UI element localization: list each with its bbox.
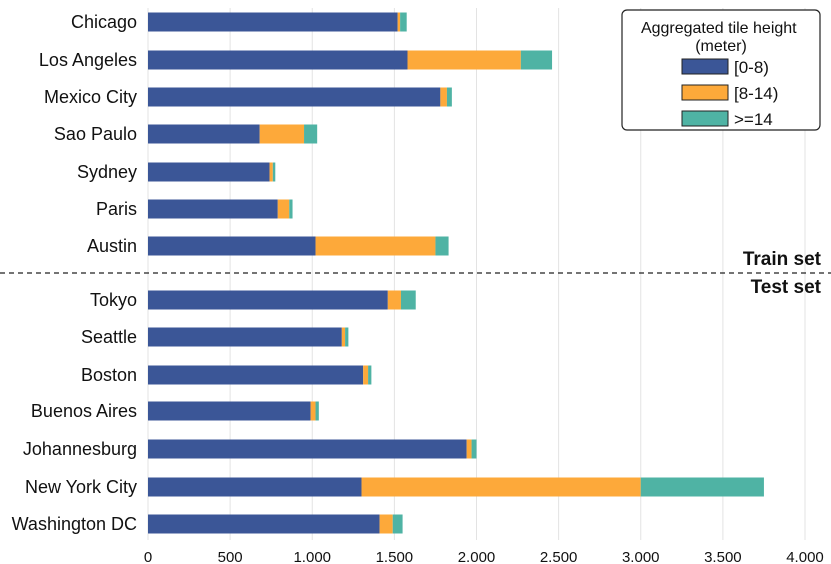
bar-seattle-14 [345,327,349,347]
category-label-austin: Austin [87,236,137,256]
bar-tokyo-14 [400,290,416,310]
x-tick-label: 3.000 [622,549,660,564]
bars [148,12,764,534]
x-tick-label: 1.000 [293,549,331,564]
bar-tokyo-8-14 [387,290,401,310]
bar-buenos-aires-8-14 [310,401,316,421]
bar-sao-paulo-8-14 [259,124,305,144]
category-label-johannesburg: Johannesburg [23,439,137,459]
legend-swatch-8-14 [681,84,729,101]
bar-paris-0-8 [148,199,278,219]
bar-mexico-city-14 [446,87,452,107]
category-label-sao-paulo: Sao Paulo [54,124,137,144]
x-tick-label: 500 [218,549,243,564]
bar-austin-0-8 [148,236,316,256]
legend-title: Aggregated tile height (meter) [641,20,801,55]
x-tick-label: 3.500 [704,549,742,564]
bar-chicago-8-14 [397,12,401,32]
category-label-chicago: Chicago [71,12,137,32]
bar-chicago-14 [400,12,407,32]
category-label-buenos-aires: Buenos Aires [31,401,137,421]
legend-swatch-14 [681,110,729,127]
legend: Aggregated tile height (meter) [0-8) [8-1… [621,9,821,131]
category-label-mexico-city: Mexico City [44,87,137,107]
category-label-los-angeles: Los Angeles [39,50,137,70]
legend-label-0-8: [0-8) [734,58,769,77]
bar-new-york-city-8-14 [361,477,641,497]
bar-washington-dc-0-8 [148,514,380,534]
bar-sao-paulo-0-8 [148,124,260,144]
bar-new-york-city-0-8 [148,477,362,497]
category-label-new-york-city: New York City [25,477,137,497]
test-set-label: Test set [751,277,822,298]
bar-washington-dc-14 [392,514,403,534]
bar-new-york-city-14 [640,477,764,497]
bar-los-angeles-0-8 [148,50,408,70]
category-label-washington-dc: Washington DC [12,514,137,534]
category-label-seattle: Seattle [81,327,137,347]
bar-boston-8-14 [363,365,369,385]
category-label-sydney: Sydney [77,162,137,182]
bar-sao-paulo-14 [304,124,318,144]
legend-swatch-0-8 [681,58,729,75]
x-tick-label: 2.500 [540,549,578,564]
train-set-label: Train set [743,249,822,270]
legend-title-line-2: (meter) [695,38,747,55]
bar-los-angeles-14 [520,50,553,70]
bar-boston-0-8 [148,365,364,385]
bar-mexico-city-0-8 [148,87,441,107]
bar-chicago-0-8 [148,12,398,32]
bar-johannesburg-14 [471,439,477,459]
category-label-tokyo: Tokyo [90,290,137,310]
bar-los-angeles-8-14 [407,50,521,70]
bar-buenos-aires-14 [315,401,319,421]
bar-tokyo-0-8 [148,290,388,310]
bar-boston-14 [368,365,372,385]
bar-austin-14 [435,236,449,256]
x-axis-ticks: 0 500 1.000 1.500 2.000 2.500 3.000 3.500 4.000 [144,549,824,564]
bar-johannesburg-8-14 [466,439,472,459]
bar-paris-14 [289,199,293,219]
bar-sydney-14 [272,162,276,182]
legend-label-14: >=14 [734,110,773,129]
bar-johannesburg-0-8 [148,439,467,459]
x-tick-label: 0 [144,549,152,564]
x-tick-label: 2.000 [458,549,496,564]
category-label-boston: Boston [81,365,137,385]
bar-sydney-8-14 [269,162,273,182]
bar-mexico-city-8-14 [440,87,447,107]
bar-paris-8-14 [277,199,290,219]
x-tick-label: 1.500 [376,549,414,564]
bar-sydney-0-8 [148,162,270,182]
x-tick-label: 4.000 [786,549,824,564]
bar-seattle-0-8 [148,327,342,347]
bar-austin-8-14 [315,236,436,256]
bar-buenos-aires-0-8 [148,401,311,421]
category-labels: Chicago Los Angeles Mexico City Sao Paulo Sy… [12,12,137,534]
category-label-paris: Paris [96,199,137,219]
legend-title-line-1: Aggregated tile height [641,20,797,37]
legend-entries: [0-8) [8-14) >=14 [681,58,778,129]
legend-label-8-14: [8-14) [734,84,778,103]
bar-seattle-8-14 [341,327,346,347]
bar-washington-dc-8-14 [379,514,393,534]
